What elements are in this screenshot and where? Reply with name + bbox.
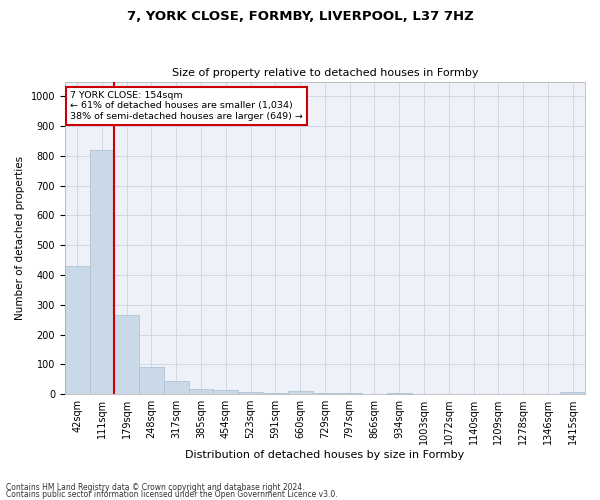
Bar [164,381,188,394]
X-axis label: Distribution of detached houses by size in Formby: Distribution of detached houses by size … [185,450,464,460]
Bar [387,393,412,394]
Text: Contains public sector information licensed under the Open Government Licence v3: Contains public sector information licen… [6,490,338,499]
Text: 7 YORK CLOSE: 154sqm
← 61% of detached houses are smaller (1,034)
38% of semi-de: 7 YORK CLOSE: 154sqm ← 61% of detached h… [70,91,303,120]
Title: Size of property relative to detached houses in Formby: Size of property relative to detached ho… [172,68,478,78]
Bar [115,315,139,394]
Bar [288,390,313,394]
Bar [313,392,337,394]
Bar [560,392,585,394]
Bar [214,390,238,394]
Bar [139,368,164,394]
Bar [89,150,115,394]
Bar [188,388,214,394]
Bar [65,266,89,394]
Bar [238,392,263,394]
Text: Contains HM Land Registry data © Crown copyright and database right 2024.: Contains HM Land Registry data © Crown c… [6,484,305,492]
Y-axis label: Number of detached properties: Number of detached properties [15,156,25,320]
Text: 7, YORK CLOSE, FORMBY, LIVERPOOL, L37 7HZ: 7, YORK CLOSE, FORMBY, LIVERPOOL, L37 7H… [127,10,473,23]
